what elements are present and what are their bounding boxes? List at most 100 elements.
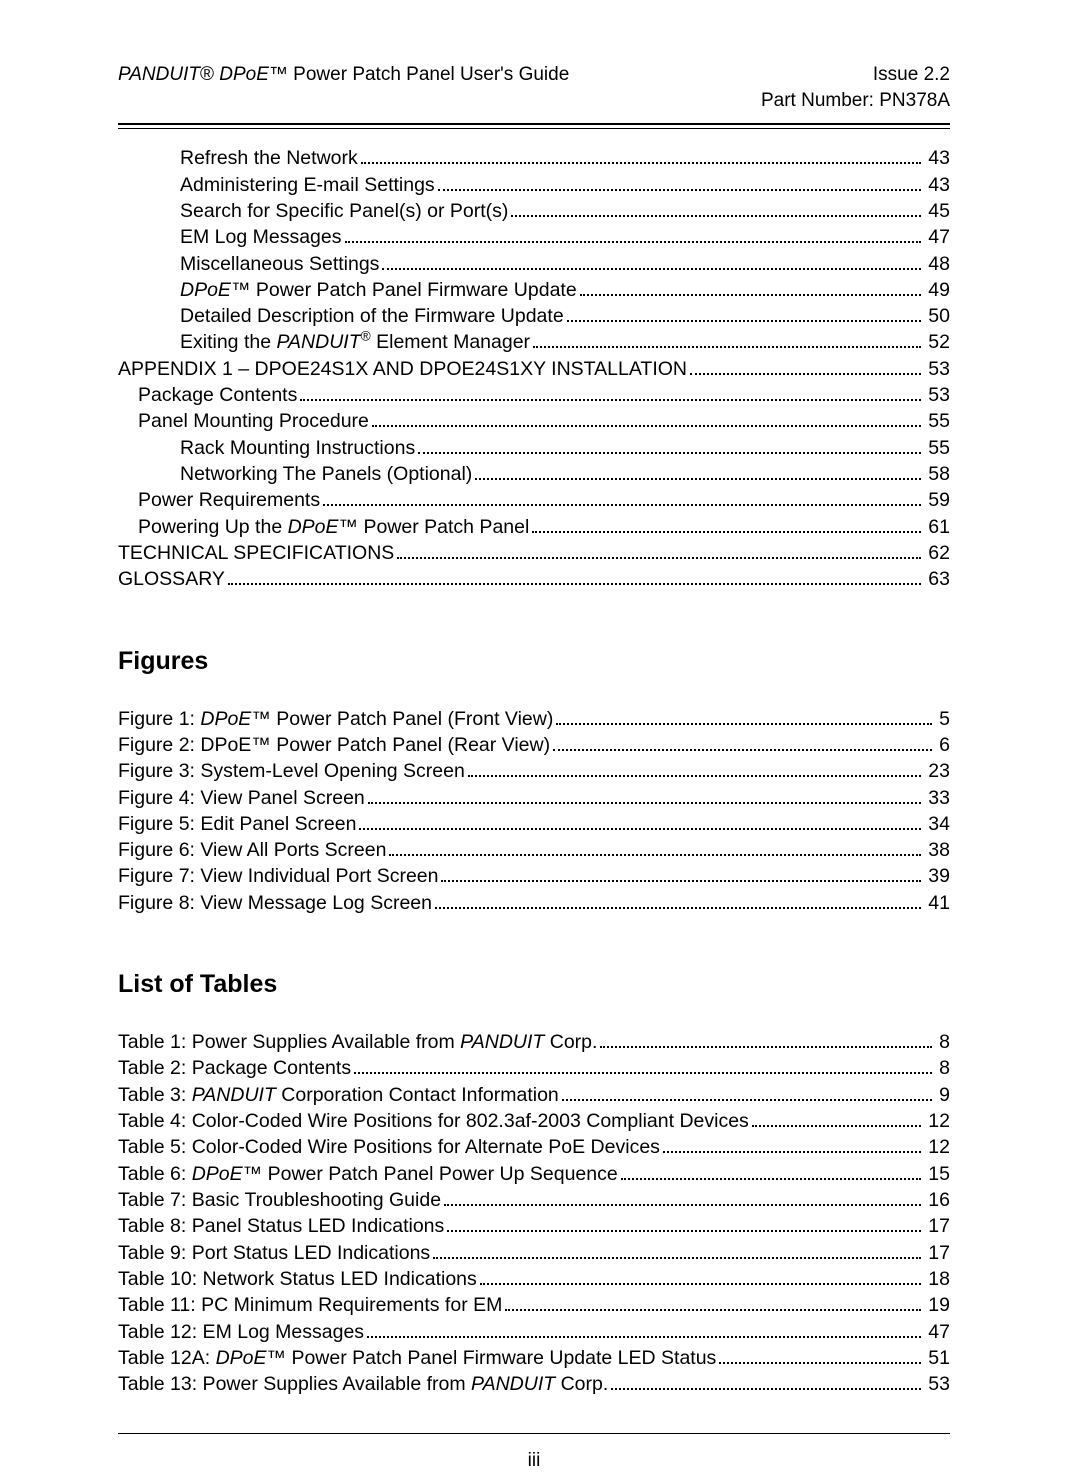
toc-entry-page: 48 (924, 251, 950, 277)
page-number: iii (118, 1450, 950, 1472)
toc-entry-title: Search for Specific Panel(s) or Port(s) (180, 198, 508, 224)
table-entry[interactable]: Table 1: Power Supplies Available from P… (118, 1029, 950, 1055)
figure-entry[interactable]: Figure 4: View Panel Screen 33 (118, 785, 950, 811)
table-entry-page: 16 (924, 1187, 950, 1213)
figures-list: Figure 1: DPoE™ Power Patch Panel (Front… (118, 706, 950, 917)
toc-entry-page: 52 (924, 329, 950, 355)
header-right: Issue 2.2 Part Number: PN378A (761, 62, 950, 113)
table-entry-title: Table 7: Basic Troubleshooting Guide (118, 1187, 441, 1213)
figure-entry[interactable]: Figure 1: DPoE™ Power Patch Panel (Front… (118, 706, 950, 732)
dot-leader (580, 278, 922, 296)
figure-entry-page: 33 (924, 785, 950, 811)
table-entry[interactable]: Table 4: Color-Coded Wire Positions for … (118, 1108, 950, 1134)
table-entry-page: 18 (924, 1266, 950, 1292)
table-entry[interactable]: Table 13: Power Supplies Available from … (118, 1371, 950, 1397)
dot-leader (418, 436, 921, 454)
toc-entry-page: 53 (924, 356, 950, 382)
table-entry-title: Table 13: Power Supplies Available from … (118, 1371, 608, 1397)
toc-entry-page: 43 (924, 145, 950, 171)
figure-entry-title: Figure 5: Edit Panel Screen (118, 811, 356, 837)
figure-entry[interactable]: Figure 6: View All Ports Screen38 (118, 837, 950, 863)
figure-entry-page: 38 (924, 837, 950, 863)
dot-leader (553, 733, 932, 751)
table-entry[interactable]: Table 2: Package Contents 8 (118, 1055, 950, 1081)
figure-entry-title: Figure 8: View Message Log Screen (118, 890, 432, 916)
toc-entry[interactable]: TECHNICAL SPECIFICATIONS62 (118, 540, 950, 566)
table-entry-page: 8 (935, 1029, 950, 1055)
dot-leader (611, 1373, 921, 1391)
figure-entry-title: Figure 2: DPoE™ Power Patch Panel (Rear … (118, 732, 550, 758)
toc-entry[interactable]: Panel Mounting Procedure55 (118, 408, 950, 434)
toc-entry-page: 47 (924, 224, 950, 250)
dot-leader (433, 1241, 921, 1259)
figure-entry-title: Figure 4: View Panel Screen (118, 785, 365, 811)
figure-entry[interactable]: Figure 7: View Individual Port Screen39 (118, 863, 950, 889)
dot-leader (435, 891, 921, 909)
table-entry[interactable]: Table 3: PANDUIT Corporation Contact Inf… (118, 1082, 950, 1108)
toc-entry-title: Powering Up the DPoE™ Power Patch Panel (138, 514, 529, 540)
toc-entry[interactable]: GLOSSARY 63 (118, 566, 950, 592)
dot-leader (447, 1215, 921, 1233)
table-entry[interactable]: Table 5: Color-Coded Wire Positions for … (118, 1134, 950, 1160)
toc-entry[interactable]: Package Contents53 (118, 382, 950, 408)
toc-entry-page: 63 (924, 566, 950, 592)
figure-entry-title: Figure 1: DPoE™ Power Patch Panel (Front… (118, 706, 553, 732)
brand-dpoe: DPoE (214, 64, 269, 85)
toc-entry[interactable]: Miscellaneous Settings48 (118, 251, 950, 277)
table-entry[interactable]: Table 6: DPoE™ Power Patch Panel Power U… (118, 1161, 950, 1187)
dot-leader (532, 515, 921, 533)
toc-entry[interactable]: Exiting the PANDUIT® Element Manager52 (118, 329, 950, 355)
table-entry-title: Table 1: Power Supplies Available from P… (118, 1029, 597, 1055)
toc-entry-title: GLOSSARY (118, 566, 225, 592)
table-entry-page: 53 (924, 1371, 950, 1397)
table-entry-page: 12 (924, 1134, 950, 1160)
figure-entry[interactable]: Figure 3: System-Level Opening Screen23 (118, 758, 950, 784)
figure-entry[interactable]: Figure 2: DPoE™ Power Patch Panel (Rear … (118, 732, 950, 758)
table-entry-title: Table 9: Port Status LED Indications (118, 1240, 430, 1266)
table-entry[interactable]: Table 8: Panel Status LED Indications17 (118, 1213, 950, 1239)
toc-entry[interactable]: Rack Mounting Instructions55 (118, 435, 950, 461)
toc-entry[interactable]: EM Log Messages47 (118, 224, 950, 250)
page-header: PANDUIT® DPoE™ Power Patch Panel User's … (118, 62, 950, 113)
dot-leader (567, 305, 922, 323)
toc-entry[interactable]: APPENDIX 1 – DPOE24S1X AND DPOE24S1XY IN… (118, 356, 950, 382)
toc-entry[interactable]: Administering E-mail Settings43 (118, 172, 950, 198)
toc-entry[interactable]: Detailed Description of the Firmware Upd… (118, 303, 950, 329)
toc-entry-title: TECHNICAL SPECIFICATIONS (118, 540, 394, 566)
table-entry[interactable]: Table 10: Network Status LED Indications… (118, 1266, 950, 1292)
table-entry-title: Table 12: EM Log Messages (118, 1319, 364, 1345)
dot-leader (382, 252, 921, 270)
dot-leader (323, 489, 921, 507)
dot-leader (752, 1109, 921, 1127)
figure-entry[interactable]: Figure 5: Edit Panel Screen34 (118, 811, 950, 837)
toc-entry[interactable]: Refresh the Network43 (118, 145, 950, 171)
toc-entry[interactable]: Networking The Panels (Optional)58 (118, 461, 950, 487)
figure-entry[interactable]: Figure 8: View Message Log Screen41 (118, 890, 950, 916)
toc-entry[interactable]: Power Requirements59 (118, 487, 950, 513)
table-entry-title: Table 2: Package Contents (118, 1055, 351, 1081)
tables-list: Table 1: Power Supplies Available from P… (118, 1029, 950, 1397)
header-left: PANDUIT® DPoE™ Power Patch Panel User's … (118, 62, 569, 113)
table-entry[interactable]: Table 7: Basic Troubleshooting Guide 16 (118, 1187, 950, 1213)
issue-label: Issue 2.2 (761, 62, 950, 88)
dot-leader (600, 1031, 932, 1049)
dot-leader (397, 541, 921, 559)
table-entry-title: Table 8: Panel Status LED Indications (118, 1213, 444, 1239)
figure-entry-title: Figure 3: System-Level Opening Screen (118, 758, 465, 784)
table-entry[interactable]: Table 12A: DPoE™ Power Patch Panel Firmw… (118, 1345, 950, 1371)
registered-mark: ® (200, 64, 214, 85)
table-entry[interactable]: Table 9: Port Status LED Indications17 (118, 1240, 950, 1266)
table-entry[interactable]: Table 11: PC Minimum Requirements for EM… (118, 1292, 950, 1318)
toc-entry-title: Detailed Description of the Firmware Upd… (180, 303, 564, 329)
toc-entry-title: DPoE™ Power Patch Panel Firmware Update (180, 277, 577, 303)
dot-leader (438, 173, 922, 191)
toc-entry[interactable]: DPoE™ Power Patch Panel Firmware Update4… (118, 277, 950, 303)
toc-entry-title: Package Contents (138, 382, 297, 408)
header-rule-thick (118, 123, 950, 125)
table-entry[interactable]: Table 12: EM Log Messages47 (118, 1319, 950, 1345)
toc-entry[interactable]: Powering Up the DPoE™ Power Patch Panel6… (118, 514, 950, 540)
toc-entry[interactable]: Search for Specific Panel(s) or Port(s)4… (118, 198, 950, 224)
dot-leader (556, 707, 932, 725)
table-entry-page: 8 (935, 1055, 950, 1081)
toc-entry-title: Administering E-mail Settings (180, 172, 435, 198)
